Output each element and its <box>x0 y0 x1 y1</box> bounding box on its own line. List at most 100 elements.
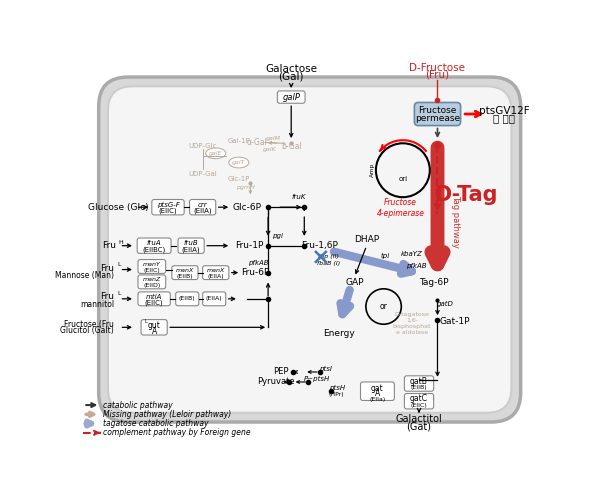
Text: GAP: GAP <box>345 278 364 287</box>
Text: (Fru): (Fru) <box>425 70 450 80</box>
FancyBboxPatch shape <box>137 238 171 254</box>
FancyBboxPatch shape <box>414 103 460 126</box>
Text: ptsH: ptsH <box>329 385 345 391</box>
Text: H: H <box>119 240 123 245</box>
Text: manX: manX <box>207 268 225 273</box>
Text: Fructose
4-epimerase: Fructose 4-epimerase <box>376 198 425 217</box>
Text: PEP: PEP <box>273 367 289 376</box>
Text: UDP-Gal: UDP-Gal <box>188 171 217 177</box>
Text: pgi: pgi <box>272 232 283 238</box>
Text: D-Tag: D-Tag <box>434 185 498 205</box>
Text: Fru-1P: Fru-1P <box>235 241 264 250</box>
Text: gatB: gatB <box>410 377 428 386</box>
FancyBboxPatch shape <box>108 86 511 413</box>
FancyBboxPatch shape <box>141 320 167 335</box>
Text: (EIIA): (EIIA) <box>182 246 200 253</box>
Text: Mannose (Man): Mannose (Man) <box>55 271 114 280</box>
Text: catabolic pathway: catabolic pathway <box>102 401 172 410</box>
Text: fruK: fruK <box>292 194 306 200</box>
FancyBboxPatch shape <box>277 91 305 103</box>
Text: Fru: Fru <box>102 241 116 250</box>
FancyBboxPatch shape <box>175 292 199 306</box>
Text: A: A <box>151 327 157 336</box>
Text: (EIIC): (EIIC) <box>143 268 160 273</box>
Text: P~ptsH: P~ptsH <box>304 376 330 382</box>
Text: complement pathway by Foreign gene: complement pathway by Foreign gene <box>102 428 250 437</box>
FancyBboxPatch shape <box>404 393 434 409</box>
Text: (EIIa): (EIIa) <box>369 397 385 402</box>
FancyBboxPatch shape <box>404 376 434 391</box>
Text: Fructose (Fru: Fructose (Fru <box>64 320 114 329</box>
Text: ori: ori <box>398 176 407 182</box>
Text: (EIIB): (EIIB) <box>411 385 427 390</box>
Text: (EIID): (EIID) <box>143 283 160 288</box>
FancyBboxPatch shape <box>203 292 226 306</box>
Text: D-Fructose: D-Fructose <box>410 63 465 73</box>
Text: A: A <box>375 389 380 398</box>
Text: D-tagatose
1,6-
bisphosphat
e aldolase: D-tagatose 1,6- bisphosphat e aldolase <box>393 312 431 335</box>
Text: L: L <box>117 291 120 296</box>
Text: 가 기능: 가 기능 <box>494 114 515 124</box>
Text: Galactose: Galactose <box>265 64 317 74</box>
Text: Pyruvate: Pyruvate <box>257 377 295 386</box>
Text: fbaB (I): fbaB (I) <box>316 261 340 266</box>
Text: gat: gat <box>371 384 384 393</box>
FancyBboxPatch shape <box>189 199 216 215</box>
Text: b-Gal: b-Gal <box>281 142 301 151</box>
Text: manZ: manZ <box>143 277 161 282</box>
Text: Fru-6P: Fru-6P <box>241 268 270 277</box>
FancyBboxPatch shape <box>138 292 171 306</box>
Text: Energy: Energy <box>323 329 355 338</box>
Text: manX: manX <box>176 268 194 273</box>
Text: Fru: Fru <box>100 264 114 273</box>
Text: L: L <box>144 319 147 324</box>
Text: (HPr): (HPr) <box>329 392 344 397</box>
Text: tagatose catabolic pathway: tagatose catabolic pathway <box>102 419 208 428</box>
Text: galT: galT <box>232 160 246 165</box>
Text: (EIIC): (EIIC) <box>145 300 163 306</box>
Text: crr: crr <box>198 202 208 208</box>
FancyBboxPatch shape <box>99 77 521 422</box>
Text: Amp: Amp <box>370 163 375 177</box>
Text: (EIIBC): (EIIBC) <box>143 246 166 253</box>
Text: Glc-6P: Glc-6P <box>232 203 261 212</box>
Text: fruA: fruA <box>147 240 162 246</box>
Text: (EIIB): (EIIB) <box>179 296 195 301</box>
Ellipse shape <box>206 148 226 159</box>
Text: galE: galE <box>209 151 223 156</box>
Text: manY: manY <box>143 262 161 267</box>
Text: (Gat): (Gat) <box>407 422 431 432</box>
Text: fbp (II): fbp (II) <box>318 254 339 259</box>
Text: galK: galK <box>263 147 276 152</box>
Text: ptsI: ptsI <box>319 366 332 372</box>
FancyBboxPatch shape <box>178 238 204 254</box>
FancyBboxPatch shape <box>361 382 394 400</box>
Text: (EIIB): (EIIB) <box>177 274 193 279</box>
Text: permease: permease <box>415 114 460 123</box>
Text: Missing pathway (Leloir pathway): Missing pathway (Leloir pathway) <box>102 410 231 419</box>
Text: Glucose (Glc): Glucose (Glc) <box>88 203 149 212</box>
Text: or: or <box>380 302 388 311</box>
Text: pfkAB: pfkAB <box>406 263 426 269</box>
Text: (EIIA): (EIIA) <box>206 296 223 301</box>
Text: pgmH: pgmH <box>235 185 255 190</box>
Text: UDP-Glc: UDP-Glc <box>189 143 217 149</box>
Text: (EIIA): (EIIA) <box>194 208 212 214</box>
Text: galM: galM <box>266 136 281 141</box>
Ellipse shape <box>229 157 249 168</box>
Text: (EIIA): (EIIA) <box>208 274 224 279</box>
FancyBboxPatch shape <box>138 275 166 289</box>
Text: DHAP: DHAP <box>354 235 379 244</box>
Text: ptsGV12F: ptsGV12F <box>479 106 530 116</box>
FancyBboxPatch shape <box>172 266 198 280</box>
Text: Fructose: Fructose <box>418 106 457 115</box>
Text: mannitol: mannitol <box>80 300 114 309</box>
Text: mtlA: mtlA <box>146 294 162 300</box>
Text: gut: gut <box>148 321 160 330</box>
Text: (Gal): (Gal) <box>278 71 304 81</box>
Text: (EIIC): (EIIC) <box>411 403 427 408</box>
Text: Fru: Fru <box>100 292 114 301</box>
FancyBboxPatch shape <box>138 260 166 274</box>
Text: α-Gal: α-Gal <box>247 138 268 147</box>
Text: gatC: gatC <box>410 394 428 403</box>
